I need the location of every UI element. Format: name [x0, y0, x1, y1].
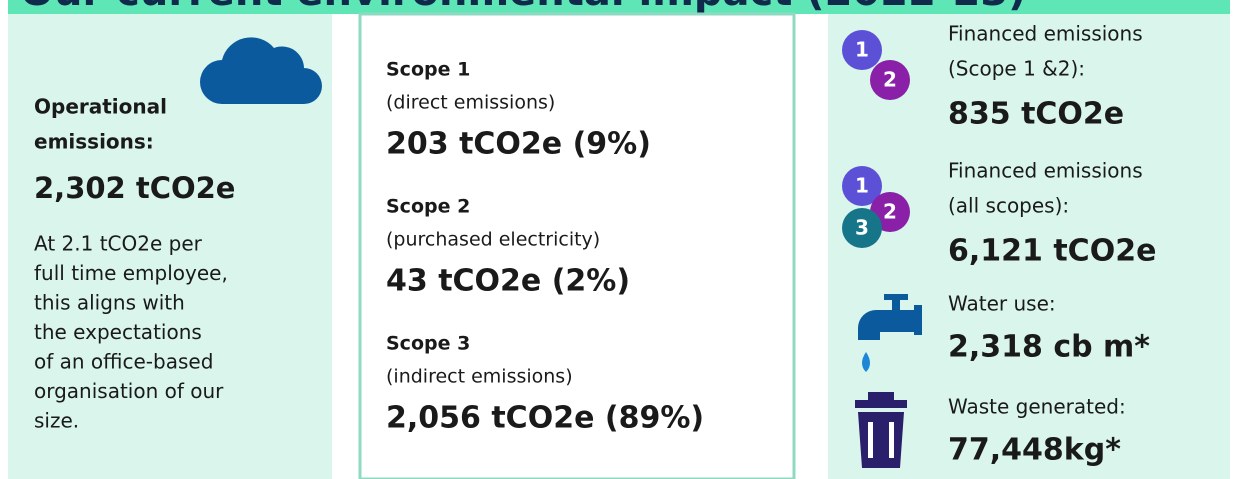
- item-value: 2,318 cb m*: [948, 330, 1150, 365]
- badge: [842, 30, 882, 70]
- badge-number: 2: [883, 68, 897, 92]
- scope-name: Scope 1: [386, 59, 470, 81]
- item-value: 835 tCO2e: [948, 97, 1124, 132]
- item-value: 6,121 tCO2e: [948, 234, 1156, 269]
- badge: [842, 208, 882, 248]
- operational-description: At 2.1 tCO2e per: [34, 232, 203, 256]
- bin-icon: [855, 392, 907, 468]
- item-label: Financed emissions: [948, 159, 1143, 183]
- scope-value: 203 tCO2e (9%): [386, 127, 651, 162]
- operational-description: organisation of our: [34, 379, 224, 403]
- title: Our current environmental impact (2022-2…: [20, 0, 1026, 15]
- operational-description: of an office-based: [34, 350, 213, 374]
- badge: [870, 60, 910, 100]
- operational-description: the expectations: [34, 320, 202, 344]
- item-label: Waste generated:: [948, 395, 1126, 419]
- operational-heading: Operational: [34, 95, 167, 119]
- item-label: (Scope 1 &2):: [948, 57, 1085, 81]
- badge-number: 2: [883, 200, 897, 224]
- item-label: Financed emissions: [948, 22, 1143, 46]
- operational-description: size.: [34, 409, 79, 433]
- item-label: Water use:: [948, 292, 1056, 316]
- badge: [842, 166, 882, 206]
- tap-icon: [858, 294, 922, 372]
- scope-name: Scope 3: [386, 333, 470, 355]
- operational-description: full time employee,: [34, 261, 228, 285]
- item-label: (all scopes):: [948, 194, 1069, 218]
- operational-description: this aligns with: [34, 291, 185, 315]
- scope-name: Scope 2: [386, 196, 470, 218]
- scope-description: (indirect emissions): [386, 366, 573, 388]
- scope-value: 43 tCO2e (2%): [386, 264, 630, 299]
- middle-panel: [358, 12, 796, 479]
- badge-number: 1: [855, 38, 869, 62]
- badge-number: 3: [855, 216, 869, 240]
- cloud-icon: [200, 37, 322, 105]
- operational-heading: emissions:: [34, 130, 154, 154]
- badge-number: 1: [855, 174, 869, 198]
- title-banner: [8, 0, 1230, 14]
- scope-description: (purchased electricity): [386, 229, 600, 251]
- item-value: 77,448kg*: [948, 433, 1121, 468]
- operational-value: 2,302 tCO2e: [34, 171, 235, 205]
- scope-description: (direct emissions): [386, 92, 555, 114]
- scope-value: 2,056 tCO2e (89%): [386, 401, 704, 436]
